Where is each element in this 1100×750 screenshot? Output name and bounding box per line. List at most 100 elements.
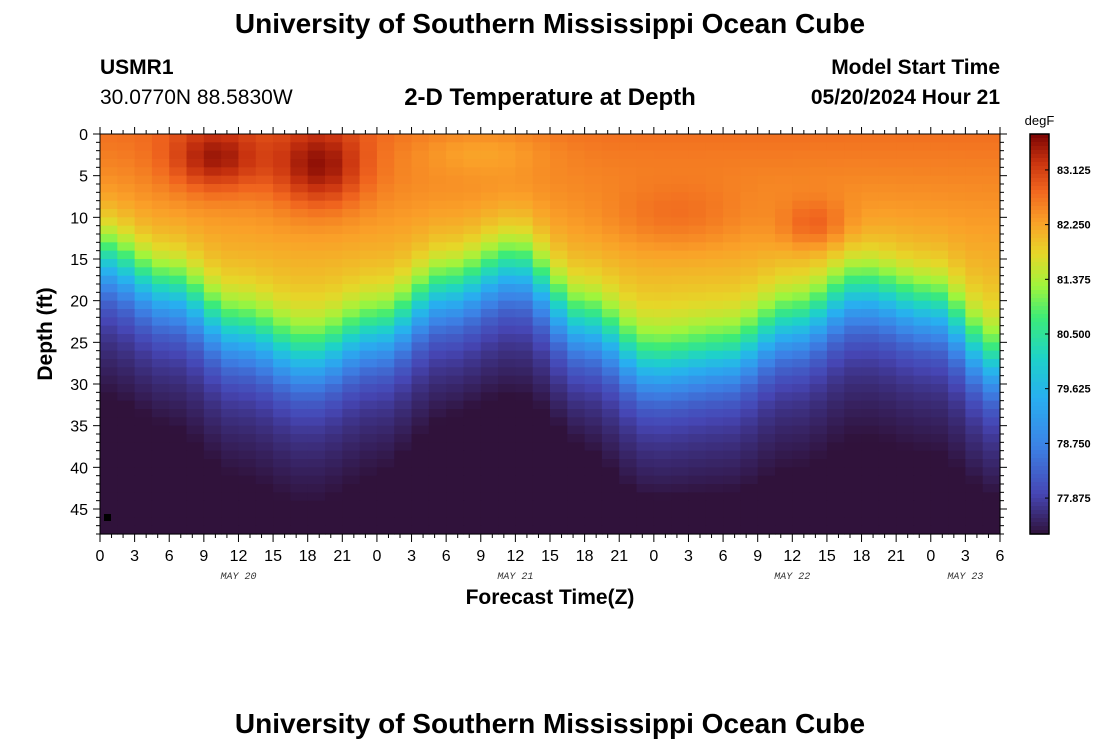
heatmap-cell (186, 359, 205, 368)
heatmap-cell (671, 217, 690, 227)
heatmap-cell (221, 234, 240, 243)
colorbar-segment (1030, 158, 1049, 163)
heatmap-cell (255, 367, 274, 377)
heatmap-cell (619, 492, 638, 502)
heatmap-cell (740, 259, 759, 268)
heatmap-cell (775, 492, 793, 502)
heatmap-cell (238, 242, 257, 252)
heatmap-cell (151, 267, 170, 277)
heatmap-cell (809, 492, 828, 502)
heatmap-cell (255, 450, 274, 460)
heatmap-cell (342, 500, 361, 510)
x-tick-label: 3 (684, 548, 693, 565)
heatmap-cell (688, 525, 707, 535)
heatmap-cell (151, 292, 170, 302)
heatmap-cell (169, 492, 188, 502)
heatmap-cell (151, 300, 170, 310)
heatmap-cell (550, 259, 568, 268)
heatmap-cell (826, 425, 845, 435)
heatmap-cell (982, 459, 1001, 468)
heatmap-cell (394, 492, 413, 502)
heatmap-cell (151, 409, 170, 418)
heatmap-cell (186, 234, 205, 243)
heatmap-cell (550, 450, 568, 460)
heatmap-cell (844, 500, 863, 510)
heatmap-cell (965, 500, 984, 510)
heatmap-cell (307, 159, 326, 168)
heatmap-cell (965, 442, 984, 452)
heatmap-cell (325, 167, 343, 177)
heatmap-cell (740, 284, 759, 293)
heatmap-cell (255, 509, 274, 518)
heatmap-cell (913, 434, 932, 443)
heatmap-cell (376, 359, 395, 368)
heatmap-cell (809, 475, 828, 485)
heatmap-cell (965, 325, 984, 335)
heatmap-cell (446, 467, 465, 477)
heatmap-cell (446, 234, 465, 243)
colorbar-segment (1030, 426, 1049, 431)
heatmap-cell (134, 300, 153, 310)
heatmap-cell (515, 509, 534, 518)
heatmap-cell (550, 484, 568, 493)
heatmap-cell (878, 150, 897, 160)
heatmap-cell (826, 375, 845, 385)
heatmap-cell (203, 392, 222, 402)
heatmap-cell (792, 217, 811, 227)
heatmap-cell (169, 234, 188, 243)
heatmap-cell (913, 292, 932, 302)
heatmap-cell (480, 467, 499, 477)
heatmap-cell (186, 184, 205, 193)
heatmap-cell (982, 517, 1001, 527)
heatmap-cell (792, 134, 811, 143)
heatmap-cell (498, 167, 516, 177)
heatmap-cell (584, 259, 603, 268)
heatmap-cell (186, 159, 205, 168)
heatmap-cell (896, 334, 915, 343)
heatmap-cell (186, 409, 205, 418)
date-label: MAY 22 (774, 572, 810, 583)
heatmap-cell (688, 475, 707, 485)
heatmap-cell (567, 217, 586, 227)
heatmap-cell (325, 350, 343, 360)
heatmap-cell (342, 234, 361, 243)
heatmap-cell (619, 350, 638, 360)
heatmap-cell (117, 284, 136, 293)
heatmap-cell (792, 425, 811, 435)
colorbar-segment (1030, 242, 1049, 247)
heatmap-cell (238, 134, 257, 143)
heatmap-cell (117, 517, 136, 527)
heatmap-cell (601, 475, 620, 485)
heatmap-cell (584, 300, 603, 310)
heatmap-cell (705, 450, 724, 460)
y-tick-label: 20 (70, 294, 88, 311)
x-axis: 0 3 6 9 12 15 18 21 0 3 6 9 12 15 18 21 0 3 6 9 12 15 18 21 0 3 6M… (96, 127, 1005, 583)
heatmap-cell (723, 175, 741, 185)
heatmap-cell (428, 142, 447, 152)
heatmap-cell (480, 267, 499, 277)
heatmap-cell (636, 459, 655, 468)
x-tick-label: 9 (476, 548, 485, 565)
heatmap-cell (411, 409, 430, 418)
heatmap-cell (411, 250, 430, 260)
heatmap-cell (601, 200, 620, 210)
heatmap-cell (394, 525, 413, 535)
heatmap-cell (913, 142, 932, 152)
heatmap-cell (705, 275, 724, 285)
heatmap-cell (792, 259, 811, 268)
heatmap-cell (965, 259, 984, 268)
colorbar-segment (1030, 206, 1049, 211)
heatmap-cell (601, 250, 620, 260)
heatmap-cell (861, 525, 880, 535)
heatmap-cell (982, 425, 1001, 435)
heatmap-cell (221, 417, 240, 427)
heatmap-cell (203, 217, 222, 227)
heatmap-cell (221, 317, 240, 327)
heatmap-cell (273, 184, 291, 193)
heatmap-cell (982, 392, 1001, 402)
heatmap-cell (619, 475, 638, 485)
heatmap-cell (913, 334, 932, 343)
heatmap-cell (376, 259, 395, 268)
heatmap-cell (394, 459, 413, 468)
heatmap-cell (411, 175, 430, 185)
